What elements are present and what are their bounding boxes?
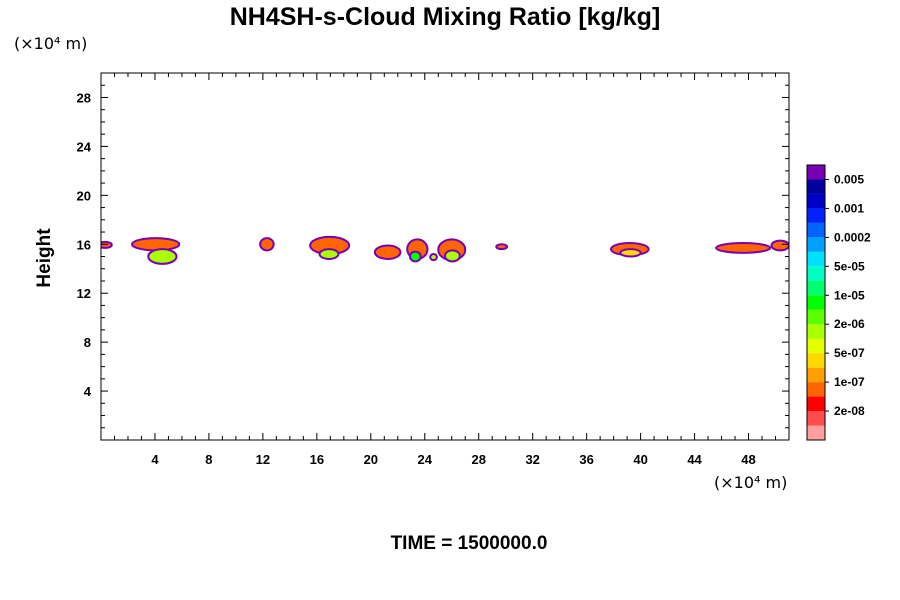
y-axis: 4 8 12 16 20 24 28 <box>77 84 789 429</box>
colorbar-swatch <box>807 396 825 412</box>
colorbar-label: 0.0002 <box>834 230 871 244</box>
colorbar-swatch <box>807 382 825 397</box>
x-tick-label: 36 <box>579 452 593 467</box>
cloud-patch <box>373 244 402 260</box>
colorbar-label: 2e-08 <box>834 404 865 418</box>
cloud-patch <box>318 248 340 260</box>
colorbar-swatch <box>807 280 825 296</box>
chart-title: NH4SH-s-Cloud Mixing Ratio [kg/kg] <box>230 3 661 31</box>
colorbar-swatch <box>807 266 825 281</box>
x-tick-label: 20 <box>364 452 378 467</box>
cloud-patch <box>715 242 772 254</box>
colorbar-swatch <box>807 324 825 339</box>
colorbar-label: 5e-07 <box>834 346 865 360</box>
colorbar-swatch <box>807 222 825 238</box>
x-tick-label: 16 <box>310 452 324 467</box>
x-tick-label: 24 <box>418 452 433 467</box>
colorbar-swatch <box>807 295 825 310</box>
time-label: TIME = 1500000.0 <box>391 533 548 554</box>
cloud-patch <box>619 248 642 258</box>
cloud-patch <box>147 248 178 265</box>
colorbar-label: 1e-07 <box>834 375 865 389</box>
colorbar-label: 5e-05 <box>834 259 865 273</box>
y-tick-label: 16 <box>77 237 91 252</box>
colorbar-label: 0.005 <box>834 172 864 186</box>
colorbar-swatch <box>807 309 825 325</box>
colorbar-swatch <box>807 193 825 209</box>
cloud-patch <box>101 240 113 249</box>
x-tick-label: 8 <box>205 452 212 467</box>
x-tick-label: 44 <box>687 452 702 467</box>
colorbar-frame <box>806 164 826 441</box>
y-axis-label: Height <box>34 228 55 288</box>
x-tick-label: 12 <box>256 452 270 467</box>
x-axis-unit: (×10⁴ m) <box>714 473 787 492</box>
cloud-patch <box>259 237 275 252</box>
colorbar-swatch <box>807 367 825 383</box>
colorbar-swatch <box>807 179 825 194</box>
x-axis: 4 8 12 16 20 24 28 32 36 40 44 48 <box>113 73 777 467</box>
colorbar: 0.005 0.001 0.0002 5e-05 1e-05 2e-06 5e-07 1e-0… <box>806 164 871 441</box>
x-tick-label: 4 <box>151 452 159 467</box>
y-tick-label: 8 <box>84 335 91 350</box>
cloud-patch <box>131 237 181 252</box>
y-tick-label: 12 <box>77 286 91 301</box>
x-tick-label: 40 <box>633 452 647 467</box>
colorbar-swatch <box>807 338 825 354</box>
y-tick-label: 28 <box>77 90 91 105</box>
cloud-patch <box>408 250 422 263</box>
colorbar-swatch <box>807 411 825 426</box>
cloud-patch <box>770 239 789 252</box>
cloud-patch <box>429 253 438 262</box>
y-tick-label: 4 <box>84 384 92 399</box>
colorbar-swatch <box>807 208 825 223</box>
y-tick-label: 20 <box>77 188 91 203</box>
colorbar-swatch <box>807 251 825 267</box>
x-tick-label: 32 <box>525 452 539 467</box>
colorbar-label: 1e-05 <box>834 288 865 302</box>
y-tick-label: 24 <box>77 139 92 154</box>
colorbar-swatch <box>807 165 825 180</box>
x-tick-label: 28 <box>471 452 485 467</box>
colorbar-swatch <box>807 237 825 252</box>
colorbar-swatch <box>807 425 825 440</box>
cloud-field <box>101 235 789 265</box>
x-tick-label: 48 <box>741 452 755 467</box>
colorbar-label: 2e-06 <box>834 317 865 331</box>
y-axis-unit: (×10⁴ m) <box>14 34 87 53</box>
cloud-patch <box>495 243 509 251</box>
colorbar-label: 0.001 <box>834 201 864 215</box>
colorbar-swatch <box>807 353 825 368</box>
cloud-patch <box>444 249 461 263</box>
